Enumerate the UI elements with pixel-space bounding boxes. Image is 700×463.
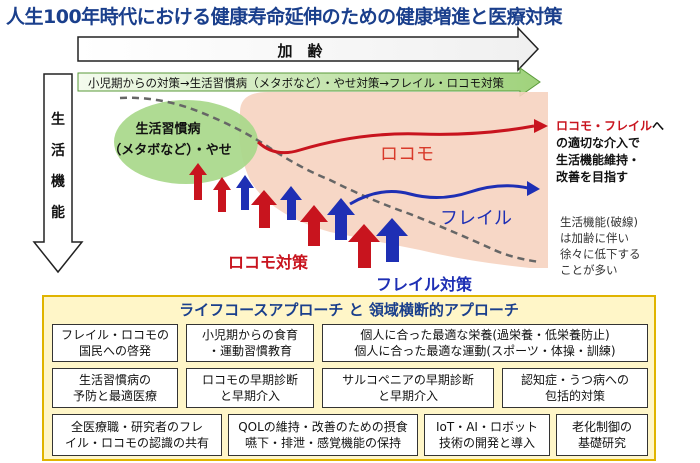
box-food-education-line2: ・運動習慣教育 xyxy=(207,344,292,358)
blue-arrow-3 xyxy=(327,198,355,240)
frailty-measures-label: フレイル対策 xyxy=(376,275,473,294)
blue-arrow-4 xyxy=(376,218,408,262)
red-arrow-5 xyxy=(348,224,380,268)
box-awareness: フレイル・ロコモの 国民への啓発 xyxy=(52,324,178,362)
lifestyle-bubble-line1: 生活習慣病 xyxy=(135,121,200,137)
box-lifestyle-prevention-line2: 予防と最適医療 xyxy=(72,389,157,403)
life-function-char-2: 活 xyxy=(51,142,65,159)
intervention-note-line1: ロコモ・フレイルへ xyxy=(556,119,664,133)
aging-diagram: 加 齢 小児期からの対策→生活習慣病（メタボなど）・やせ対策→フレイル・ロコモ対… xyxy=(32,26,664,294)
box-qol-maintenance-line1: QOLの維持・改善のための摂食 xyxy=(238,420,408,434)
intervention-arrows xyxy=(189,163,408,268)
life-function-char-1: 生 xyxy=(51,111,65,128)
box-aging-research-line2: 基礎研究 xyxy=(577,436,626,450)
lifestyle-disease-bubble xyxy=(114,100,258,184)
box-iot-ai-robot: IoT・AI・ロボット 技術の開発と導入 xyxy=(424,414,550,456)
gray-note-line4: ことが多い xyxy=(560,263,618,277)
gray-note-line2: は加齢に伴い xyxy=(560,231,629,245)
red-arrow-1 xyxy=(189,163,207,200)
blue-arrow-2 xyxy=(280,186,302,220)
box-food-education: 小児期からの食育 ・運動習慣教育 xyxy=(186,324,314,362)
policy-progression-bar xyxy=(77,67,541,97)
box-lifestyle-prevention: 生活習慣病の 予防と最適医療 xyxy=(52,368,178,408)
frailty-curve xyxy=(349,184,529,206)
box-locomo-diagnosis-line1: ロコモの早期診断 xyxy=(201,373,298,387)
box-nutrition-exercise: 個人に合った最適な栄養(過栄養・低栄養防止) 個人に合った最適な運動(スポーツ・… xyxy=(322,324,648,362)
box-lifestyle-prevention-line1: 生活習慣病の xyxy=(78,373,151,387)
box-awareness-line2: 国民への啓発 xyxy=(78,344,151,358)
box-shared-recognition-line1: 全医療職・研究者のフレ xyxy=(70,420,203,434)
red-arrow-3 xyxy=(251,190,277,228)
box-shared-recognition-line2: イル・ロコモの認識の共有 xyxy=(64,436,209,450)
box-dementia-depression-line2: 包括的対策 xyxy=(544,389,605,403)
locomo-label: ロコモ xyxy=(380,144,434,165)
box-locomo-diagnosis: ロコモの早期診断 と早期介入 xyxy=(186,368,314,408)
box-nutrition-exercise-line1: 個人に合った最適な栄養(過栄養・低栄養防止) xyxy=(360,328,610,342)
box-qol-maintenance: QOLの維持・改善のための摂食 嚥下・排泄・感覚機能の保持 xyxy=(228,414,418,456)
box-sarcopenia-diagnosis: サルコペニアの早期診断 と早期介入 xyxy=(322,368,494,408)
approach-title: ライフコースアプローチ と 領域横断的アプローチ xyxy=(179,301,519,319)
page-title: 人生100年時代における健康寿命延伸のための健康増進と医療対策 xyxy=(6,6,563,28)
box-qol-maintenance-line2: 嚥下・排泄・感覚機能の保持 xyxy=(244,436,401,450)
life-function-char-4: 能 xyxy=(51,204,65,221)
gray-note-line1: 生活機能(破線) xyxy=(560,215,638,229)
locomo-curve-arrowhead xyxy=(534,119,548,133)
life-function-arrow xyxy=(32,73,84,274)
policy-progression-text: 小児期からの対策→生活習慣病（メタボなど）・やせ対策→フレイル・ロコモ対策 xyxy=(88,76,505,90)
intervention-note-line3: 生活機能維持・ xyxy=(556,152,640,167)
frailty-label: フレイル xyxy=(440,208,512,229)
box-locomo-diagnosis-line2: と早期介入 xyxy=(219,389,280,403)
red-arrow-2 xyxy=(213,177,231,212)
box-aging-research-line1: 老化制御の xyxy=(571,420,632,434)
aging-label: 加 齢 xyxy=(276,42,323,60)
box-awareness-line1: フレイル・ロコモの xyxy=(60,328,169,342)
life-function-dashed-line xyxy=(119,96,541,264)
red-arrow-4 xyxy=(300,205,328,246)
gray-note-line3: 徐々に低下する xyxy=(560,247,641,261)
box-dementia-depression-line1: 認知症・うつ病への xyxy=(520,373,629,387)
box-sarcopenia-diagnosis-line1: サルコペニアの早期診断 xyxy=(342,373,474,387)
intervention-note-line2: の適切な介入で xyxy=(556,135,640,150)
blue-arrow-1 xyxy=(236,175,254,210)
box-iot-ai-robot-line1: IoT・AI・ロボット xyxy=(436,420,538,434)
approach-panel: ライフコースアプローチ と 領域横断的アプローチ フレイル・ロコモの 国民への啓… xyxy=(42,295,656,461)
intervention-note-line4: 改善を目指す xyxy=(556,169,628,184)
box-food-education-line1: 小児期からの食育 xyxy=(201,328,298,342)
locomo-measures-label: ロコモ対策 xyxy=(228,253,309,272)
life-function-char-3: 機 xyxy=(51,173,65,190)
locomo-curve xyxy=(256,124,535,155)
box-aging-research: 老化制御の 基礎研究 xyxy=(556,414,648,456)
frailty-curve-arrowhead xyxy=(527,181,540,196)
aging-arrow xyxy=(77,26,540,72)
lifestyle-bubble-line2: （メタボなど）・やせ xyxy=(108,142,232,158)
box-nutrition-exercise-line2: 個人に合った最適な運動(スポーツ・体操・訓練) xyxy=(354,344,616,358)
box-iot-ai-robot-line2: 技術の開発と導入 xyxy=(438,436,535,450)
box-sarcopenia-diagnosis-line2: と早期介入 xyxy=(377,389,438,403)
box-dementia-depression: 認知症・うつ病への 包括的対策 xyxy=(502,368,648,408)
box-shared-recognition: 全医療職・研究者のフレ イル・ロコモの認識の共有 xyxy=(52,414,222,456)
